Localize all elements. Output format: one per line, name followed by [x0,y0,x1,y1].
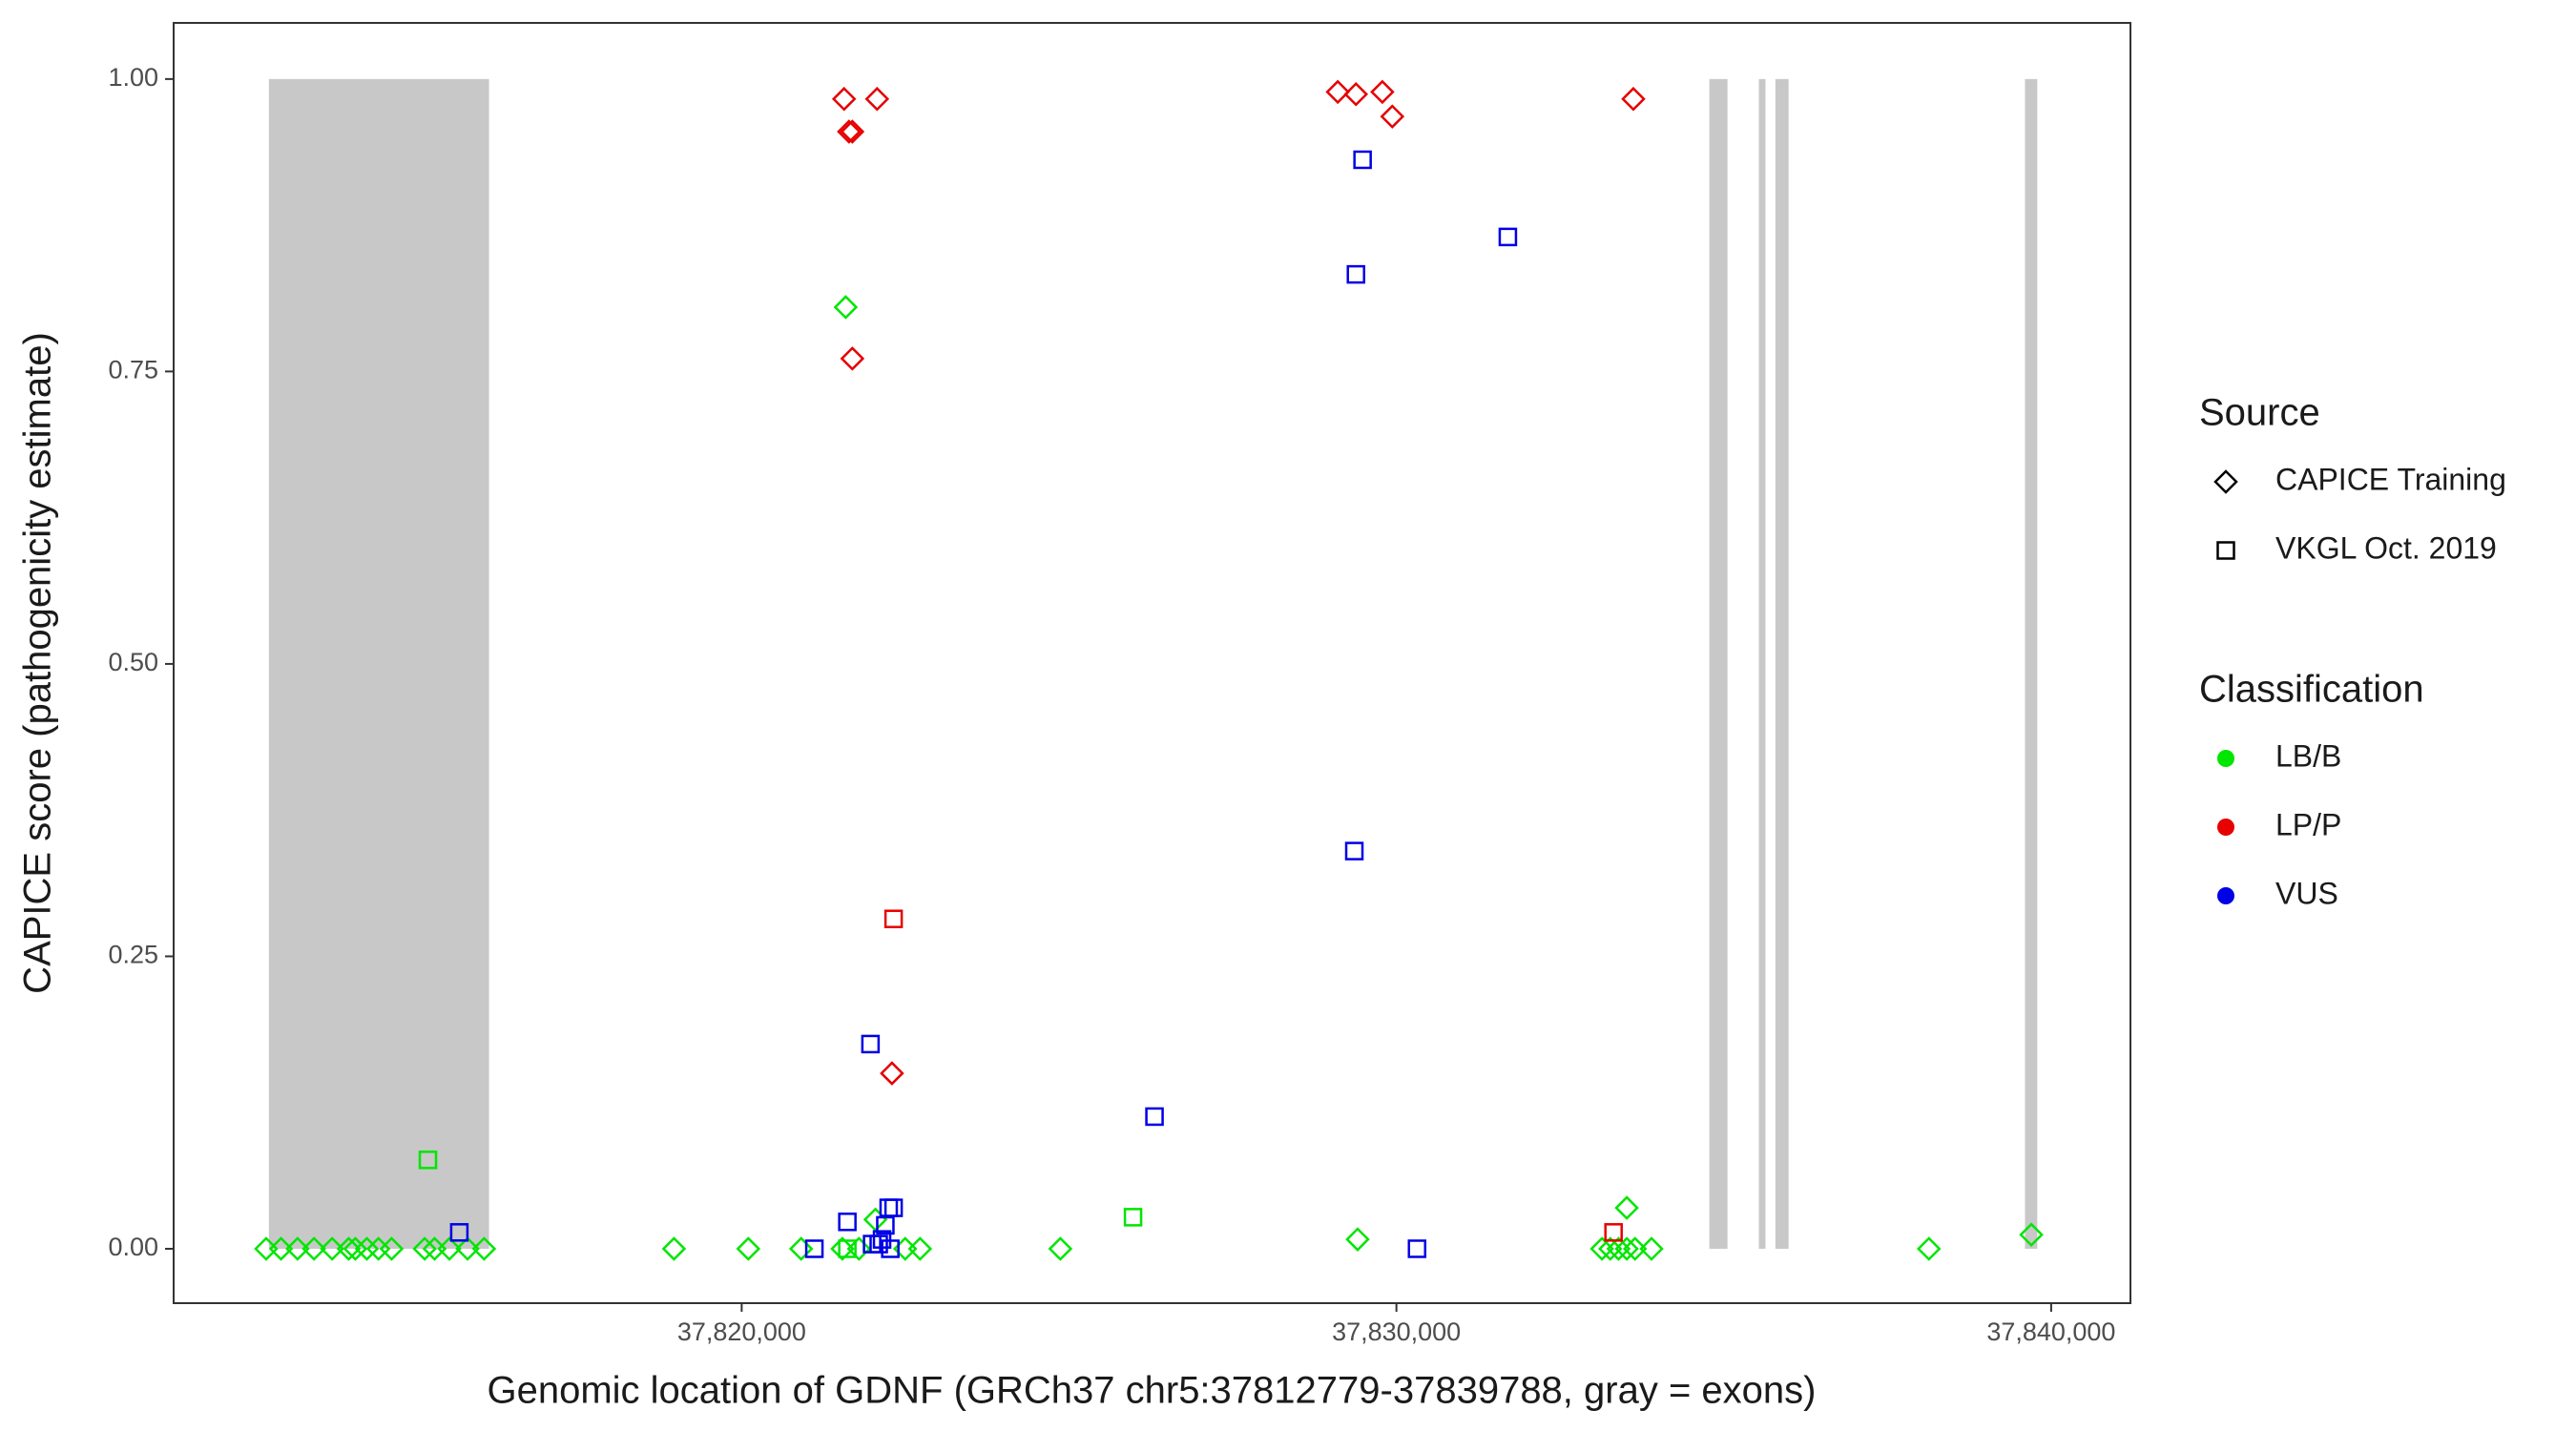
square-point [1353,150,1372,170]
legend-label: CAPICE Training [2275,462,2506,496]
square-point [449,1223,469,1242]
diamond-point [320,1236,344,1261]
square-point [1145,1107,1164,1127]
square-point [876,1215,895,1235]
diamond-point [2019,1222,2044,1248]
diamond-point [1614,1236,1639,1261]
diamond-point [301,1236,326,1261]
y-tick-label: 1.00 [108,63,158,92]
diamond-point [1639,1236,1664,1261]
diamond-point [437,1236,462,1261]
legend-title: Source [2199,392,2320,434]
diamond-point [354,1236,380,1261]
diamond-point [788,1236,814,1261]
exon [1775,78,1789,1249]
diamond-point [880,1061,904,1086]
legend-label: LB/B [2275,738,2341,773]
y-tick-label: 0.50 [108,648,158,676]
plot-border [173,22,2131,1304]
x-tick-label: 37,820,000 [677,1317,806,1346]
diamond-point [455,1236,480,1261]
legend-key [2217,750,2234,767]
diamond-point [336,1236,362,1261]
diamond-point [833,295,859,320]
legend-key [2217,887,2234,904]
diamond-point [1380,104,1405,129]
diamond-point [864,86,890,112]
diamond-point [412,1236,437,1261]
diamond-point [1917,1236,1942,1261]
diamond-point [1345,1227,1370,1252]
legend-label: VKGL Oct. 2019 [2275,530,2497,565]
y-axis-title: CAPICE score (pathogenicity estimate) [17,332,59,994]
square-point [861,1034,881,1054]
x-tick-label: 37,840,000 [1986,1317,2115,1346]
diamond-point [379,1236,405,1261]
square-point [883,1198,904,1217]
legend-key [2213,469,2238,494]
diamond-point [268,1236,294,1261]
square-point [1346,264,1365,284]
diamond-point [1589,1236,1614,1261]
diamond-point [830,1236,855,1261]
diamond-point [285,1236,310,1261]
diamond-point [840,119,865,144]
diamond-point [840,346,865,371]
diamond-point [1614,1195,1639,1220]
legend-key [2217,819,2234,836]
y-tick-label: 0.00 [108,1233,158,1261]
legend-title: Classification [2199,669,2424,711]
square-point [804,1239,824,1258]
diamond-point [343,1236,368,1261]
diamond-point [862,1207,888,1233]
square-point [838,1239,857,1258]
y-tick-label: 0.75 [108,356,158,384]
square-point [838,1213,857,1232]
diamond-point [1048,1236,1073,1261]
legend-label: VUS [2275,876,2338,910]
diamond-point [661,1236,687,1261]
square-point [879,1198,899,1217]
square-point [883,909,904,928]
diamond-point [1598,1236,1623,1261]
square-point [1123,1208,1143,1227]
x-tick-label: 37,830,000 [1332,1317,1461,1346]
exon [1758,78,1766,1249]
diamond-point [907,1236,933,1261]
diamond-point [1370,79,1395,105]
diamond-point [846,1236,872,1261]
square-point [869,1234,888,1254]
legend-label: LP/P [2275,807,2341,841]
diamond-point [1621,86,1646,112]
y-tick-label: 0.25 [108,941,158,969]
square-point [872,1230,892,1249]
exon [268,78,489,1249]
x-axis-title: Genomic location of GDNF (GRCh37 chr5:37… [488,1370,1817,1412]
exon [2025,78,2038,1249]
square-point [1344,841,1364,861]
diamond-point [831,86,857,112]
square-point [1407,1239,1427,1258]
exon [1709,78,1728,1249]
diamond-point [1622,1236,1648,1261]
square-point [1604,1223,1623,1242]
diamond-point [1325,79,1350,105]
diamond-point [837,119,862,144]
diamond-point [736,1236,761,1261]
square-point [418,1151,438,1170]
diamond-point [1606,1236,1631,1261]
legend-key [2216,541,2235,560]
diamond-point [1343,82,1369,107]
square-point [1498,227,1518,247]
diamond-point [471,1236,497,1261]
